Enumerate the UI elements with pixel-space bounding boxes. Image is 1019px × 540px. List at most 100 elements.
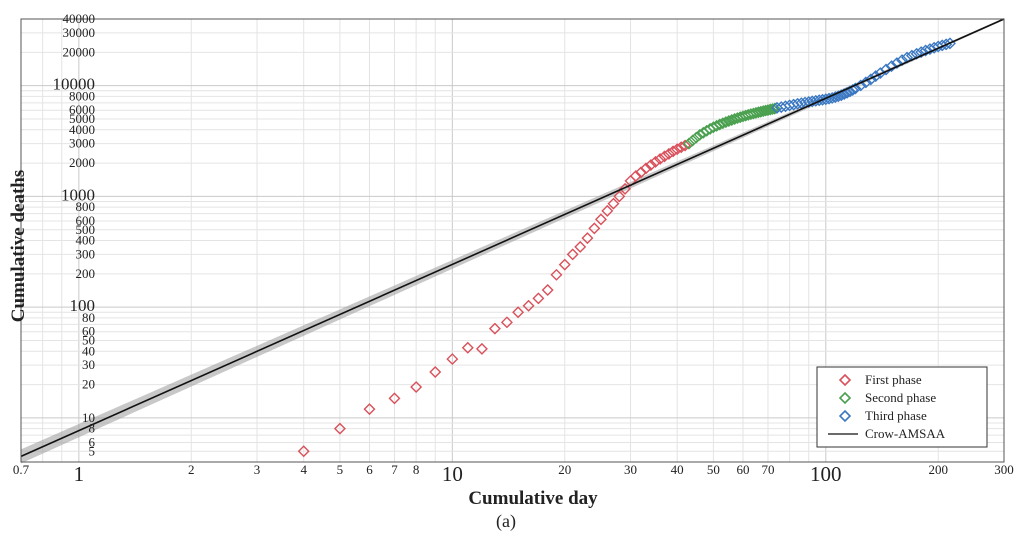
first-phase-point <box>363 403 376 416</box>
y-tick-label: 8 <box>89 421 96 436</box>
y-tick-label: 40000 <box>63 11 96 26</box>
first-phase-point <box>333 422 346 435</box>
x-tick-label: 4 <box>300 462 307 477</box>
x-tick-labels: 0.7 1 2 3 4 5 6 7 8 10 20 30 40 50 60 70 100 200 300 <box>13 462 1014 486</box>
legend-label-second-phase: Second phase <box>865 390 936 405</box>
y-tick-label: 100 <box>70 296 96 315</box>
first-phase-point <box>532 292 545 305</box>
y-tick-label: 50 <box>82 333 95 348</box>
figure-caption: (a) <box>496 511 516 532</box>
second-phase-point <box>752 106 765 119</box>
second-phase-point <box>713 118 726 131</box>
y-tick-label: 600 <box>76 213 96 228</box>
grid <box>20 18 1005 463</box>
first-phase-point <box>644 159 657 172</box>
y-tick-label: 10 <box>82 410 95 425</box>
y-tick-label: 8000 <box>69 88 95 103</box>
second-phase-point <box>754 105 767 118</box>
y-tick-label: 20000 <box>63 44 96 59</box>
x-tick-label: 3 <box>254 462 261 477</box>
third-phase-point <box>890 57 903 70</box>
y-tick-label: 20 <box>82 377 95 392</box>
second-phase-point <box>710 119 723 132</box>
first-phase-point <box>475 342 488 355</box>
y-tick-label: 30000 <box>63 25 96 40</box>
second-phase-point <box>719 116 732 129</box>
third-phase-point <box>859 76 872 89</box>
fit-confidence-area <box>21 18 1004 464</box>
first-phase-point <box>446 353 459 366</box>
first-phase-point <box>500 316 513 329</box>
first-phase-point <box>662 147 675 160</box>
x-axis-title: Cumulative day <box>468 488 598 509</box>
first-phase-point <box>675 141 688 154</box>
y-tick-label: 3000 <box>69 136 95 151</box>
x-tick-label: 20 <box>558 462 571 477</box>
x-tick-label: 2 <box>188 462 195 477</box>
first-phase-point <box>654 152 667 165</box>
x-tick-label: 1 <box>74 462 85 486</box>
legend-marker-second-phase <box>838 391 852 405</box>
second-phase-point <box>722 114 735 127</box>
crow-amsaa-line <box>20 18 1005 458</box>
x-tick-label: 40 <box>671 462 684 477</box>
y-tick-label: 1000 <box>61 185 95 204</box>
first-phase-point <box>522 299 535 312</box>
first-phase-point <box>488 322 501 335</box>
third-phase-point <box>919 44 932 57</box>
y-tick-label: 6 <box>89 434 96 449</box>
x-tick-label: 70 <box>761 462 774 477</box>
third-phase-point <box>823 92 836 105</box>
legend-marker-third-phase <box>838 409 852 423</box>
first-phase-point <box>679 139 692 152</box>
first-phase-point <box>558 258 571 271</box>
y-tick-label: 4000 <box>69 122 95 137</box>
second-phase-point <box>764 103 777 116</box>
y-tick-label: 200 <box>76 266 96 281</box>
first-phase-point <box>297 445 310 458</box>
x-tick-label: 10 <box>442 462 463 486</box>
x-tick-label: 5 <box>337 462 344 477</box>
y-tick-label: 300 <box>76 246 96 261</box>
first-phase-point <box>635 166 647 179</box>
legend-marker-first-phase <box>838 373 852 387</box>
y-tick-label: 500 <box>76 222 96 237</box>
legend-label-first-phase: First phase <box>865 372 922 387</box>
first-phase-point <box>588 222 601 235</box>
y-tick-label: 5 <box>89 443 96 458</box>
third-phase-point <box>880 63 893 76</box>
second-phase-point <box>725 113 738 126</box>
y-tick-label: 2000 <box>69 155 95 170</box>
first-phase-point <box>550 268 563 281</box>
second-phase-point <box>716 117 729 130</box>
y-axis-title: Cumulative deaths <box>8 170 29 323</box>
first-phase-point <box>607 197 620 210</box>
y-tick-labels: 5681020304050608010020030040050060080010… <box>53 11 96 458</box>
x-tick-label: 200 <box>928 462 948 477</box>
data-points <box>297 37 956 458</box>
second-phase-point <box>768 102 781 115</box>
y-tick-label: 10000 <box>53 75 96 94</box>
second-phase-point <box>759 104 772 117</box>
first-phase-point <box>594 213 607 226</box>
third-phase-point <box>915 46 928 59</box>
legend-label-crow-amsaa: Crow-AMSAA <box>865 426 946 441</box>
first-phase-point <box>649 155 662 168</box>
x-tick-label: 0.7 <box>13 462 30 477</box>
first-phase-point <box>613 190 626 203</box>
y-tick-label: 80 <box>82 310 95 325</box>
third-phase-point <box>864 73 877 86</box>
y-tick-label: 60 <box>82 324 95 339</box>
third-phase-point <box>885 60 898 73</box>
x-tick-label: 6 <box>366 462 373 477</box>
first-phase-point <box>566 248 579 261</box>
first-phase-point <box>639 162 652 175</box>
legend: First phase Second phase Third phase Cro… <box>816 366 988 448</box>
y-tick-label: 5000 <box>69 111 95 126</box>
second-phase-point <box>693 128 706 141</box>
x-tick-label: 100 <box>810 462 842 486</box>
first-phase-point <box>388 392 401 405</box>
x-tick-label: 300 <box>994 462 1014 477</box>
first-phase-point <box>429 365 442 378</box>
